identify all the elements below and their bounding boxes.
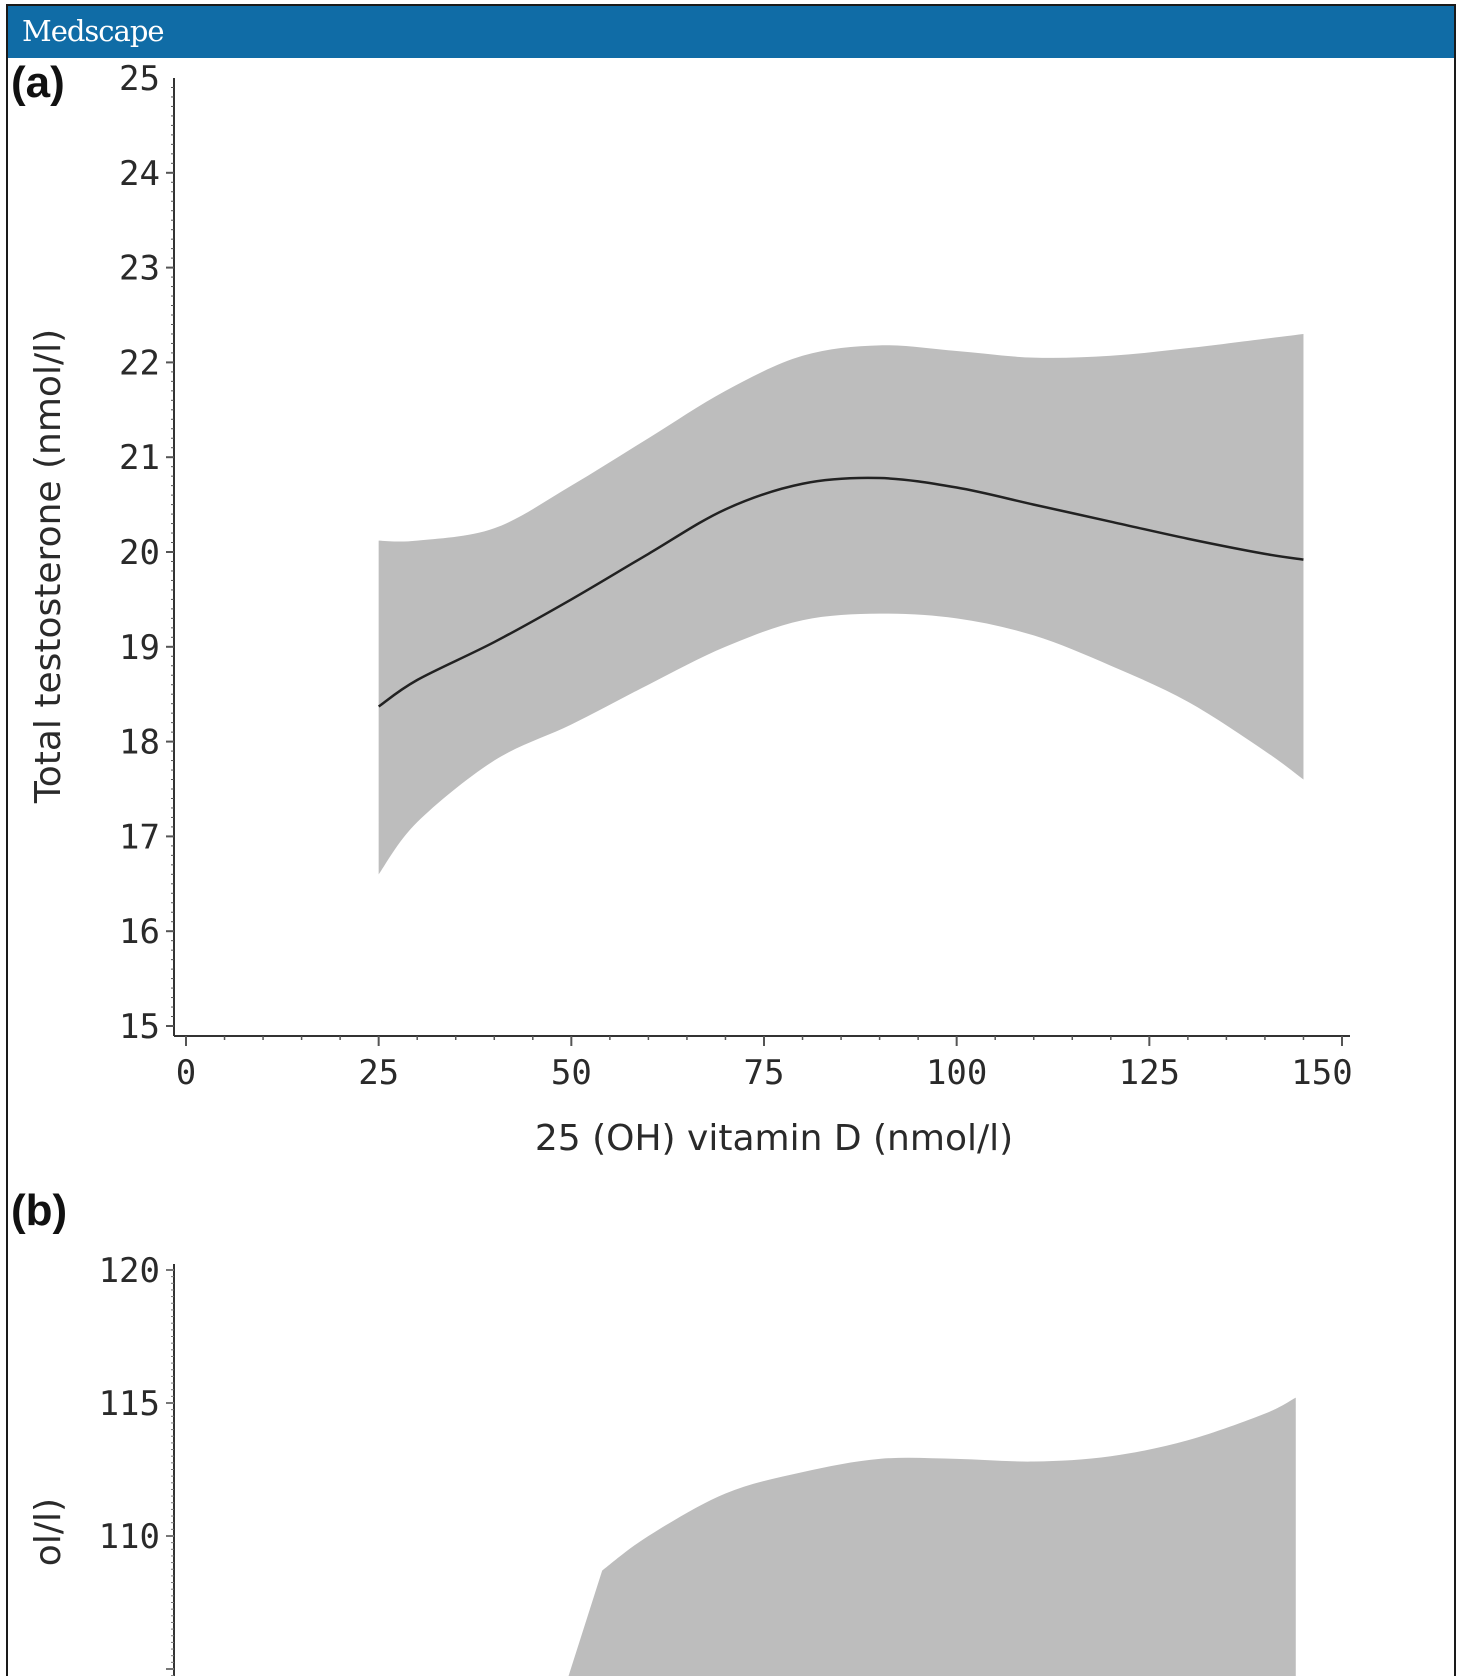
chart-panel-b: 110 115 120 ol/l)	[28, 1251, 1296, 1676]
panel-b-label: (b)	[11, 1186, 68, 1235]
x-tick-label: 50	[551, 1053, 592, 1093]
y-tick-label: 16	[119, 912, 160, 952]
y-tick-label: 21	[119, 438, 160, 478]
y-tick-label: 22	[119, 343, 160, 383]
x-tick-label: 125	[1119, 1053, 1180, 1093]
x-tick-label: 0	[176, 1053, 196, 1093]
x-axis-title: 25 (OH) vitamin D (nmol/l)	[535, 1118, 1013, 1159]
y-axis-title: Total testosterone (nmol/l)	[28, 329, 69, 804]
y-tick-label: 19	[119, 628, 160, 668]
figure-frame: Medscape (a) (b) 15 16 17 18 19 20 21 22 23 24 25 0…	[6, 4, 1456, 1676]
y-tick-label: 20	[119, 533, 160, 573]
y-axis-title-b: ol/l)	[28, 1498, 69, 1566]
y-tick-label: 18	[119, 723, 160, 763]
medscape-logo: Medscape	[22, 14, 165, 48]
confidence-band-b	[568, 1397, 1296, 1676]
y-tick-label: 24	[119, 154, 160, 194]
x-tick-label: 150	[1291, 1053, 1352, 1093]
header-bar: Medscape	[8, 6, 1454, 58]
y-tick-label-b: 120	[99, 1251, 160, 1291]
y-tick-label: 25	[119, 59, 160, 99]
x-tick-label: 25	[358, 1053, 399, 1093]
x-tick-label: 100	[926, 1053, 987, 1093]
y-tick-label-b: 115	[99, 1384, 160, 1424]
y-tick-label-b: 110	[99, 1517, 160, 1557]
confidence-band	[378, 333, 1304, 875]
chart-canvas: 15 16 17 18 19 20 21 22 23 24 25 0 25 50 75 100 125 150 25…	[28, 59, 1353, 1676]
y-tick-label: 17	[119, 817, 160, 857]
estimate-line	[377, 476, 1304, 708]
x-tick-label: 75	[744, 1053, 785, 1093]
panel-a-label: (a)	[11, 58, 65, 107]
y-tick-label: 15	[119, 1007, 160, 1047]
chart-panel-a: 15 16 17 18 19 20 21 22 23 24 25 0 25 50 75 100 125 150 25…	[28, 59, 1353, 1159]
y-tick-label: 23	[119, 249, 160, 289]
